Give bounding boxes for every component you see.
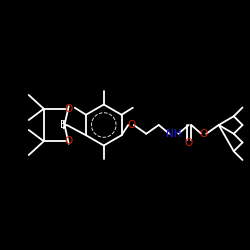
Text: O: O — [200, 129, 208, 139]
Text: O: O — [184, 138, 193, 147]
Text: NH: NH — [166, 129, 182, 139]
Text: O: O — [64, 136, 73, 146]
Text: O: O — [127, 120, 136, 130]
Text: B: B — [60, 120, 67, 130]
Text: O: O — [64, 104, 73, 114]
